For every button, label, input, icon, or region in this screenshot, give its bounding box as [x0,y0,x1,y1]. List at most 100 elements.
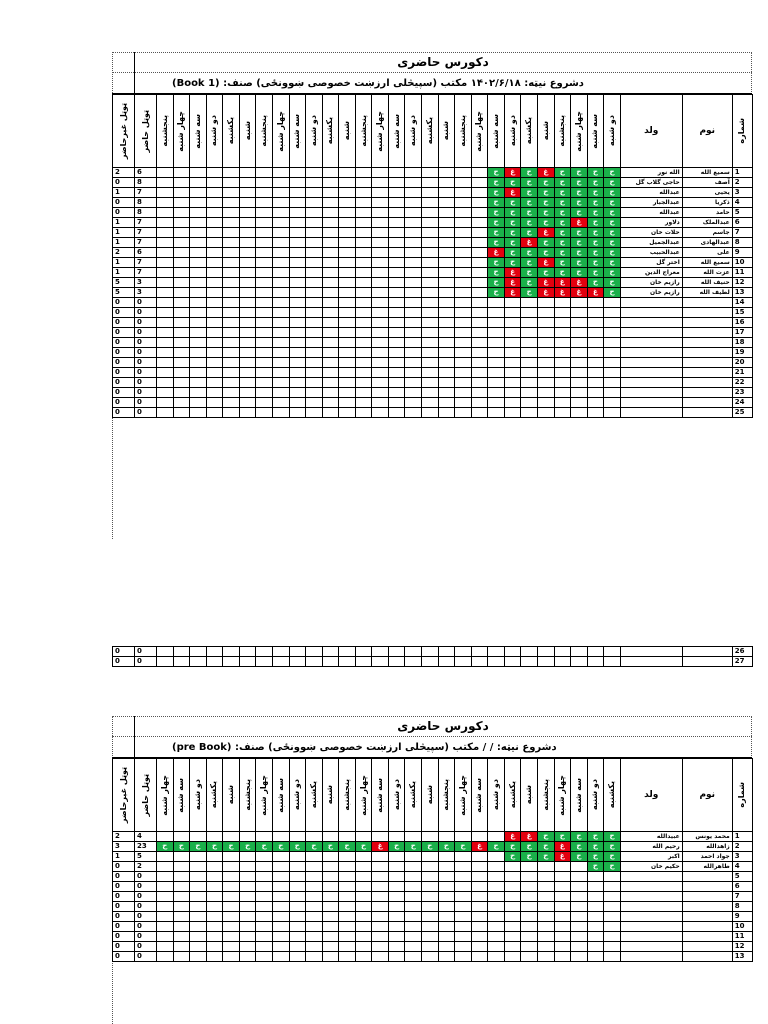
attendance-cell[interactable] [553,317,572,328]
attendance-cell[interactable] [470,297,489,308]
attendance-cell[interactable] [487,881,505,892]
attendance-cell[interactable] [338,327,356,338]
attendance-cell[interactable] [271,197,290,208]
attendance-cell[interactable] [172,656,191,667]
attendance-cell[interactable] [553,407,572,418]
attendance-cell[interactable] [238,287,257,298]
attendance-present-cell[interactable]: ح [503,197,522,208]
attendance-cell[interactable] [172,307,191,318]
attendance-cell[interactable] [354,861,373,872]
attendance-cell[interactable] [189,267,207,278]
attendance-cell[interactable] [288,397,307,408]
attendance-cell[interactable] [371,297,389,308]
attendance-present-cell[interactable]: ح [536,841,555,852]
attendance-cell[interactable] [288,931,307,942]
attendance-cell[interactable] [255,337,273,348]
attendance-present-cell[interactable]: ح [603,257,621,268]
attendance-cell[interactable] [255,951,273,962]
attendance-cell[interactable] [156,357,174,368]
attendance-cell[interactable] [487,851,505,862]
attendance-cell[interactable] [321,646,340,657]
attendance-cell[interactable] [271,227,290,238]
attendance-cell[interactable] [570,387,588,398]
attendance-cell[interactable] [338,921,356,932]
attendance-cell[interactable] [205,387,224,398]
attendance-cell[interactable] [205,317,224,328]
attendance-cell[interactable] [354,257,373,268]
attendance-cell[interactable] [520,407,538,418]
attendance-cell[interactable] [288,337,307,348]
attendance-cell[interactable] [603,317,621,328]
attendance-cell[interactable] [255,317,273,328]
attendance-cell[interactable] [321,357,340,368]
attendance-cell[interactable] [536,407,555,418]
attendance-cell[interactable] [387,357,406,368]
attendance-present-cell[interactable]: ح [586,207,605,218]
attendance-cell[interactable] [255,931,273,942]
attendance-cell[interactable] [454,287,472,298]
attendance-cell[interactable] [437,871,456,882]
attendance-cell[interactable] [437,227,456,238]
attendance-cell[interactable] [189,901,207,912]
attendance-present-cell[interactable]: ح [553,167,572,178]
attendance-cell[interactable] [536,397,555,408]
attendance-absent-cell[interactable]: غ [536,227,555,238]
attendance-cell[interactable] [586,317,605,328]
attendance-cell[interactable] [371,237,389,248]
attendance-cell[interactable] [503,881,522,892]
attendance-absent-cell[interactable]: غ [503,167,522,178]
attendance-cell[interactable] [255,881,273,892]
attendance-cell[interactable] [470,217,489,228]
attendance-cell[interactable] [454,941,472,952]
attendance-cell[interactable] [487,921,505,932]
attendance-cell[interactable] [503,931,522,942]
attendance-cell[interactable] [487,367,505,378]
attendance-cell[interactable] [387,921,406,932]
attendance-cell[interactable] [387,831,406,842]
attendance-cell[interactable] [288,851,307,862]
attendance-cell[interactable] [387,881,406,892]
attendance-cell[interactable] [189,646,207,657]
attendance-cell[interactable] [305,287,323,298]
attendance-cell[interactable] [536,347,555,358]
attendance-cell[interactable] [454,831,472,842]
attendance-present-cell[interactable]: ح [536,831,555,842]
attendance-present-cell[interactable]: ح [586,277,605,288]
attendance-cell[interactable] [520,357,538,368]
attendance-cell[interactable] [404,367,422,378]
attendance-cell[interactable] [222,911,240,922]
attendance-cell[interactable] [503,891,522,902]
attendance-cell[interactable] [156,941,174,952]
attendance-cell[interactable] [454,217,472,228]
attendance-cell[interactable] [288,377,307,388]
attendance-present-cell[interactable]: ح [487,237,505,248]
attendance-cell[interactable] [205,656,224,667]
attendance-cell[interactable] [271,407,290,418]
attendance-cell[interactable] [205,871,224,882]
attendance-cell[interactable] [222,307,240,318]
attendance-cell[interactable] [222,227,240,238]
attendance-cell[interactable] [437,891,456,902]
attendance-cell[interactable] [156,287,174,298]
attendance-cell[interactable] [404,237,422,248]
attendance-cell[interactable] [321,267,340,278]
attendance-cell[interactable] [189,307,207,318]
attendance-cell[interactable] [421,197,439,208]
attendance-cell[interactable] [470,656,489,667]
attendance-cell[interactable] [570,941,588,952]
attendance-cell[interactable] [371,287,389,298]
attendance-present-cell[interactable]: ح [321,841,340,852]
attendance-cell[interactable] [172,901,191,912]
attendance-cell[interactable] [271,387,290,398]
attendance-cell[interactable] [321,901,340,912]
attendance-cell[interactable] [437,217,456,228]
attendance-cell[interactable] [470,167,489,178]
attendance-cell[interactable] [470,347,489,358]
attendance-cell[interactable] [421,871,439,882]
attendance-present-cell[interactable]: ح [553,177,572,188]
attendance-cell[interactable] [454,367,472,378]
attendance-present-cell[interactable]: ح [487,197,505,208]
attendance-cell[interactable] [603,931,621,942]
attendance-cell[interactable] [205,217,224,228]
attendance-cell[interactable] [288,207,307,218]
